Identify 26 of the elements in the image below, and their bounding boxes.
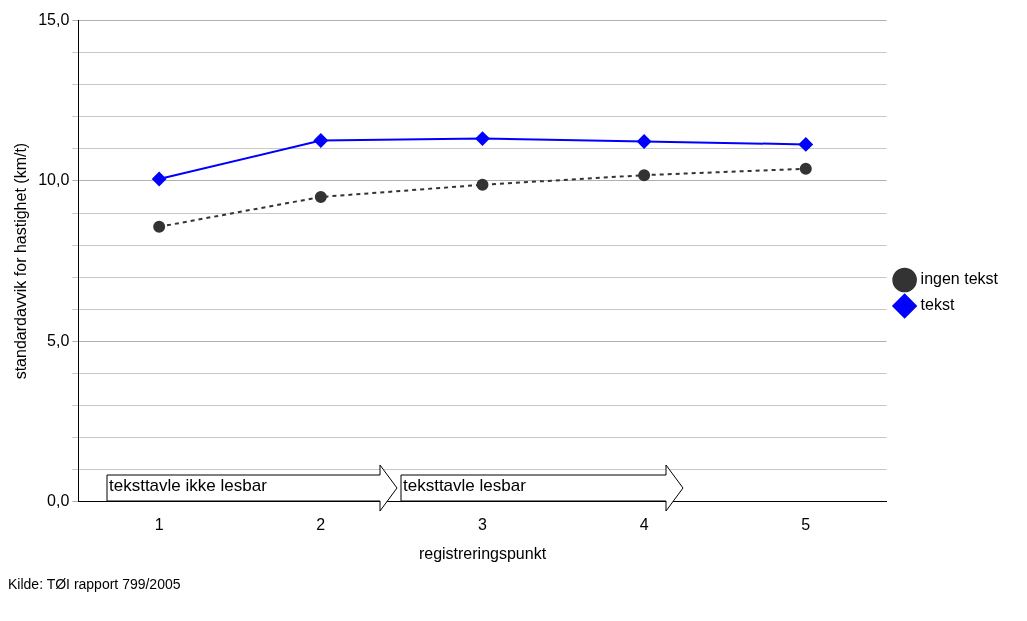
x-tick-label: 1 bbox=[154, 515, 164, 533]
y-tick-label: 10,0 bbox=[38, 171, 70, 189]
x-tick-label: 2 bbox=[316, 515, 326, 533]
point bbox=[153, 220, 166, 233]
x-axis-title: registreringspunkt bbox=[418, 544, 547, 562]
y-tick-label: 15,0 bbox=[38, 11, 70, 29]
point bbox=[798, 137, 813, 152]
x-tick-label: 4 bbox=[639, 515, 649, 533]
legend-label: tekst bbox=[920, 296, 955, 314]
point bbox=[313, 133, 328, 148]
legend-label: ingen tekst bbox=[920, 270, 999, 288]
point bbox=[314, 190, 327, 203]
point bbox=[638, 169, 651, 182]
y-tick-label: 5,0 bbox=[47, 331, 70, 349]
point bbox=[799, 162, 812, 175]
y-tick-label: 0,0 bbox=[47, 492, 70, 510]
point bbox=[476, 178, 489, 191]
y-axis-title: standardavvik for hastighet (km/t) bbox=[12, 142, 30, 380]
annotation: teksttavle lesbar bbox=[403, 476, 526, 496]
text: Kilde: TØI rapport 799/2005 bbox=[8, 576, 181, 592]
annotation: teksttavle ikke lesbar bbox=[109, 476, 267, 496]
point bbox=[637, 134, 652, 149]
point bbox=[152, 172, 167, 187]
x-tick-label: 5 bbox=[801, 515, 811, 533]
x-tick-label: 3 bbox=[478, 515, 488, 533]
point bbox=[475, 131, 490, 146]
